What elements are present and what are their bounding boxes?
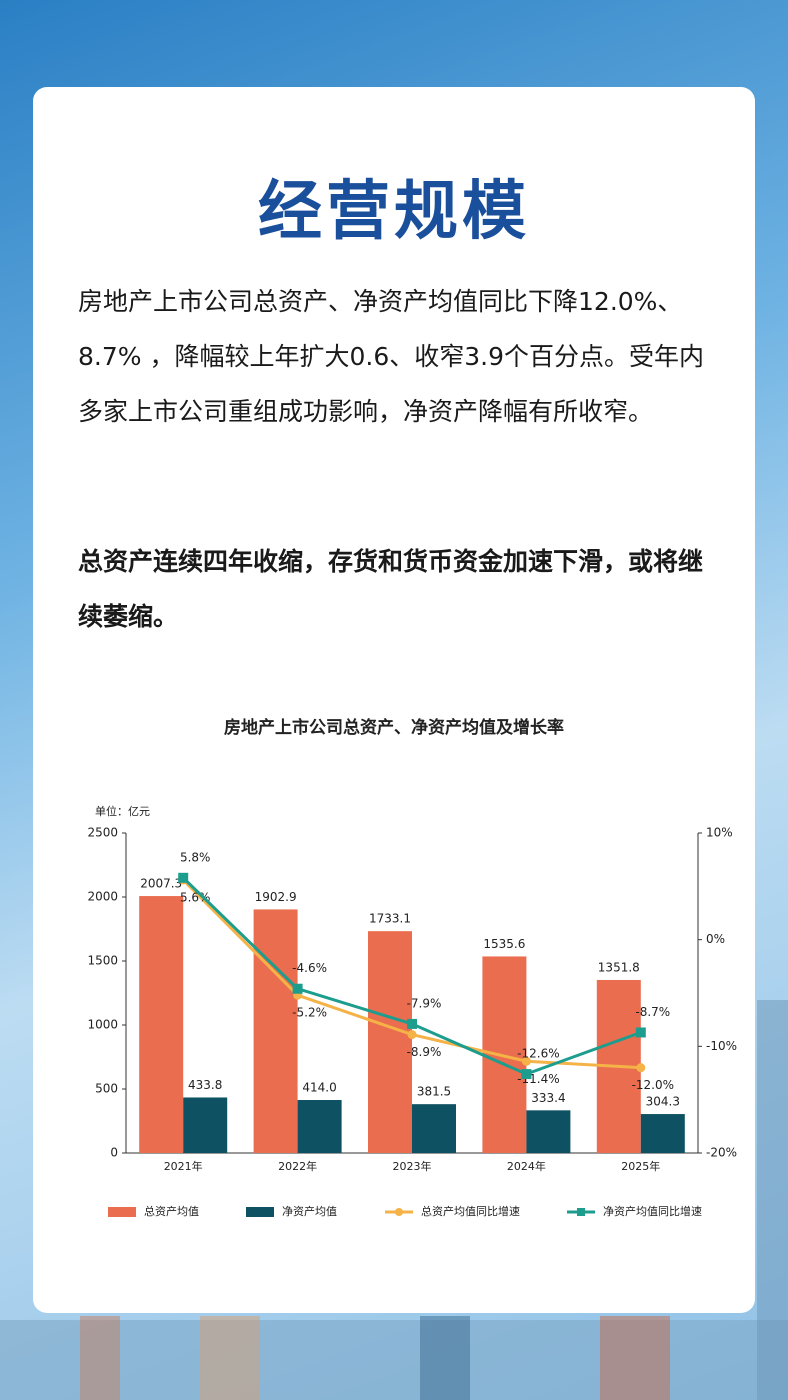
data-label: 433.8 [188, 1078, 222, 1092]
bar [640, 1114, 685, 1153]
data-label: -8.9% [407, 1045, 442, 1059]
y-tick-label: 0 [110, 1146, 118, 1160]
page-title: 经营规模 [258, 175, 530, 249]
bar [526, 1110, 571, 1153]
x-tick-label: 2021年 [164, 1159, 203, 1173]
marker [292, 983, 303, 994]
data-label: -12.0% [632, 1078, 674, 1092]
y-tick-label: 1500 [87, 954, 118, 968]
x-tick-label: 2022年 [278, 1159, 317, 1173]
data-label: 5.8% [180, 850, 211, 864]
marker [407, 1018, 417, 1029]
x-tick-label: 2025年 [621, 1159, 660, 1173]
paragraph: 房地产上市公司总资产、净资产均值同比下降12.0%、8.7% ，降幅较上年扩大0… [78, 287, 704, 426]
y2-tick-label: 0% [706, 932, 725, 946]
legend-swatch [108, 1207, 136, 1217]
data-label: 1902.9 [255, 890, 297, 904]
legend-swatch [246, 1207, 274, 1217]
marker [521, 1069, 532, 1080]
data-label: 304.3 [646, 1095, 680, 1109]
y-tick-label: 2000 [87, 890, 118, 904]
legend-marker [577, 1208, 585, 1216]
marker [178, 872, 189, 883]
data-label: -5.2% [292, 1006, 327, 1020]
bar [183, 1097, 228, 1153]
data-label: 381.5 [417, 1085, 451, 1099]
bar [139, 896, 184, 1153]
bar [253, 909, 298, 1153]
y-tick-label: 1000 [87, 1018, 118, 1032]
data-label: 2007.3 [140, 877, 182, 891]
x-tick-label: 2024年 [507, 1159, 546, 1173]
unit-label: 单位：亿元 [95, 804, 150, 818]
data-label: -12.6% [517, 1047, 559, 1061]
bar [412, 1104, 456, 1153]
marker [407, 1030, 417, 1040]
data-label: 5.6% [180, 890, 211, 904]
data-label: -7.9% [407, 996, 442, 1010]
legend-label: 净资产均值 [282, 1204, 337, 1218]
y-tick-label: 500 [95, 1082, 118, 1096]
legend-label: 总资产均值同比增速 [421, 1204, 520, 1218]
marker [635, 1027, 646, 1038]
y2-tick-label: 10% [706, 826, 733, 840]
data-label: 414.0 [302, 1081, 336, 1095]
legend-label: 总资产均值 [144, 1204, 199, 1218]
data-label: 1351.8 [598, 960, 640, 974]
paragraph: 总资产连续四年收缩，存货和货币资金加速下滑，或将继续萎缩。 [78, 547, 704, 631]
data-label: -8.7% [635, 1005, 670, 1019]
data-label: 1733.1 [369, 912, 411, 926]
bar [297, 1100, 342, 1153]
legend-label: 净资产均值同比增速 [603, 1204, 702, 1218]
y-tick-label: 2500 [87, 826, 118, 840]
y2-tick-label: -10% [706, 1039, 737, 1053]
chart-title: 房地产上市公司总资产、净资产均值及增长率 [224, 717, 564, 738]
data-label: 1535.6 [483, 937, 525, 951]
legend-marker [395, 1208, 403, 1216]
marker [521, 1056, 531, 1066]
y2-tick-label: -20% [706, 1146, 737, 1160]
data-label: -4.6% [292, 961, 327, 975]
marker [636, 1063, 646, 1073]
x-tick-label: 2023年 [393, 1159, 432, 1173]
bar [368, 931, 412, 1153]
data-label: 333.4 [531, 1091, 565, 1105]
